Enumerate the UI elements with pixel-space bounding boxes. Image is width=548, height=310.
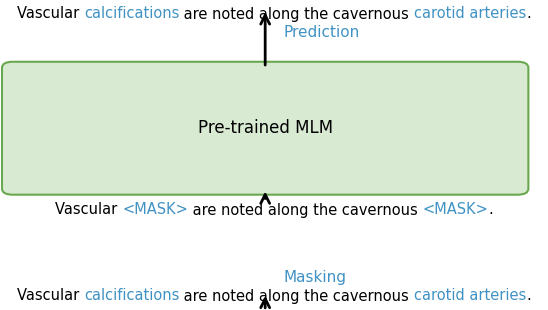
Text: Pre-trained MLM: Pre-trained MLM <box>198 119 333 137</box>
Text: calcifications: calcifications <box>84 7 179 21</box>
Text: Prediction: Prediction <box>283 25 359 40</box>
Text: carotid arteries: carotid arteries <box>414 289 526 303</box>
Text: .: . <box>526 289 531 303</box>
Text: are noted along the cavernous: are noted along the cavernous <box>188 202 423 218</box>
Text: are noted along the cavernous: are noted along the cavernous <box>179 7 414 21</box>
Text: Vascular: Vascular <box>17 289 84 303</box>
Text: Masking: Masking <box>283 270 346 285</box>
Text: .: . <box>488 202 493 218</box>
Text: <MASK>: <MASK> <box>423 202 488 218</box>
Text: carotid arteries: carotid arteries <box>414 7 526 21</box>
Text: are noted along the cavernous: are noted along the cavernous <box>179 289 414 303</box>
FancyBboxPatch shape <box>2 62 528 195</box>
Text: Vascular: Vascular <box>55 202 122 218</box>
Text: .: . <box>526 7 531 21</box>
Text: <MASK>: <MASK> <box>122 202 188 218</box>
Text: calcifications: calcifications <box>84 289 179 303</box>
Text: Vascular: Vascular <box>17 7 84 21</box>
